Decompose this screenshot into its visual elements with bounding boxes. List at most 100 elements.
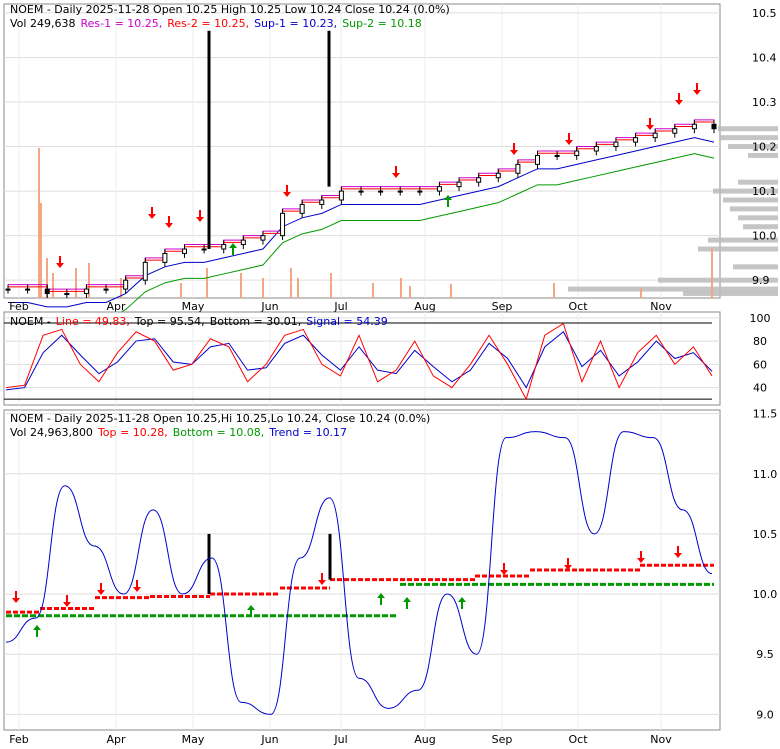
price-down-arrow-10-head [693,90,701,95]
price-down-arrow-8 [646,118,654,130]
trend-down-arrow-6 [564,558,572,570]
candle-body-26 [515,163,521,174]
trend-down-arrow-8-head [674,553,682,558]
candle-body-28 [554,154,560,157]
price-down-arrow-6-head [510,150,518,155]
stoch-ytick-2: 60 [753,358,767,371]
candle-body-21 [417,190,423,193]
trend-down-arrow-6-head [564,565,572,570]
price-xlabel-2: May [182,300,205,313]
trend-xlabel-7: Oct [568,733,588,745]
trend-xlabel-0: Feb [9,733,28,745]
trend-up-arrow-4-head [458,597,466,602]
trend-ytick-5: 9.0 [756,708,774,721]
candle-body-18 [358,190,364,193]
candle-body-20 [397,190,403,193]
trend-up-arrow-3-head [403,597,411,602]
stoch-ytick-1: 80 [753,335,767,348]
price-legend-0: Vol 249,638 [10,17,75,30]
candle-body-17 [338,190,344,201]
candle-body-2 [44,288,50,295]
candle-body-31 [613,141,619,148]
price-down-arrow-10 [693,83,701,95]
trend-up-arrow-4 [458,597,466,609]
volume-bar-13 [330,273,332,298]
trend-ytick-4: 9.5 [756,648,774,661]
candle-body-14 [280,212,286,237]
price-ytick-5: 10.0 [752,230,777,243]
sup2-line [7,153,715,331]
trend-xlabel-4: Jul [333,733,347,745]
candle-body-27 [535,154,540,165]
volume-bar-17 [450,284,452,298]
candle-body-19 [378,190,384,193]
volume-bar-3 [52,273,54,298]
price-down-arrow-3 [196,210,204,222]
price-up-arrow-1 [444,195,452,207]
price-xlabel-4: Jul [333,300,347,313]
candle-body-9 [182,248,187,254]
volume-bar-12 [297,278,299,298]
price-down-arrow-1 [148,207,156,219]
trend-down-arrow-3 [133,580,141,592]
stoch-legend-2: Top = 95.54, [134,315,205,328]
trend-ytick-2: 10.5 [753,528,778,541]
volume-bar-10 [262,278,264,298]
trend-xlabel-3: Jun [260,733,278,745]
trend-down-arrow-1 [63,595,71,607]
trend-down-arrow-8 [674,546,682,558]
volume-profile-bar-4 [738,179,778,185]
volume-profile-bar-15 [683,291,778,297]
candle-body-6 [123,279,129,290]
candle-body-36 [711,123,717,130]
volume-bar-2 [46,258,48,298]
candle-body-16 [319,199,325,205]
candle-body-15 [299,203,305,214]
price-down-arrow-5-head [392,173,400,178]
price-panel-frame [3,3,721,299]
price-down-arrow-5 [392,166,400,178]
candle-body-22 [436,186,442,192]
candle-body-12 [240,239,246,246]
volume-bar-19 [640,288,642,298]
trend-legend-2: Bottom = 10.08, [173,426,265,439]
trend-up-arrow-1-head [247,605,255,610]
trend-xlabel-8: Nov [650,733,672,745]
trend-line [5,431,713,715]
candle-body-1 [25,288,31,291]
stoch-ytick-3: 40 [753,382,767,395]
trend-up-arrow-3 [403,597,411,609]
price-down-arrow-4-head [283,192,291,197]
stoch-legend-1: Line = 49.83, [56,315,130,328]
price-xlabel-6: Sep [492,300,513,313]
volume-bar-1 [40,203,42,298]
price-down-arrow-3-head [196,217,204,222]
trend-xlabel-1: Apr [106,733,126,745]
trend-up-arrow-2-head [377,593,385,598]
candle-body-24 [476,177,482,183]
price-ytick-2: 10.3 [752,96,777,109]
candle-body-10 [201,248,207,251]
trend-ytick-0: 11.5 [753,408,778,421]
price-ytick-4: 10.1 [752,185,777,198]
trend-ytick-3: 10.0 [753,588,778,601]
stoch-legend-0: NOEM - [10,315,51,328]
price-legend-3: Sup-1 = 10.23, [254,17,337,30]
trend-ytick-1: 11.0 [753,468,778,481]
trend-down-arrow-0 [12,591,20,603]
price-down-arrow-0 [56,256,64,268]
trend-xlabel-6: Sep [492,733,513,745]
volume-profile-bar-6 [723,197,778,203]
volume-profile-bar-1 [720,135,778,141]
candle-body-33 [652,132,658,139]
candle-body-34 [672,128,678,134]
stoch-ytick-0: 100 [750,312,771,325]
price-down-arrow-6 [510,143,518,155]
price-legend-2: Res-2 = 10.25, [167,17,249,30]
price-down-arrow-7 [565,133,573,145]
trend-down-arrow-7 [637,551,645,563]
price-xlabel-8: Nov [650,300,672,313]
price-xlabel-1: Apr [106,300,126,313]
price-up-arrow-0 [229,243,237,255]
